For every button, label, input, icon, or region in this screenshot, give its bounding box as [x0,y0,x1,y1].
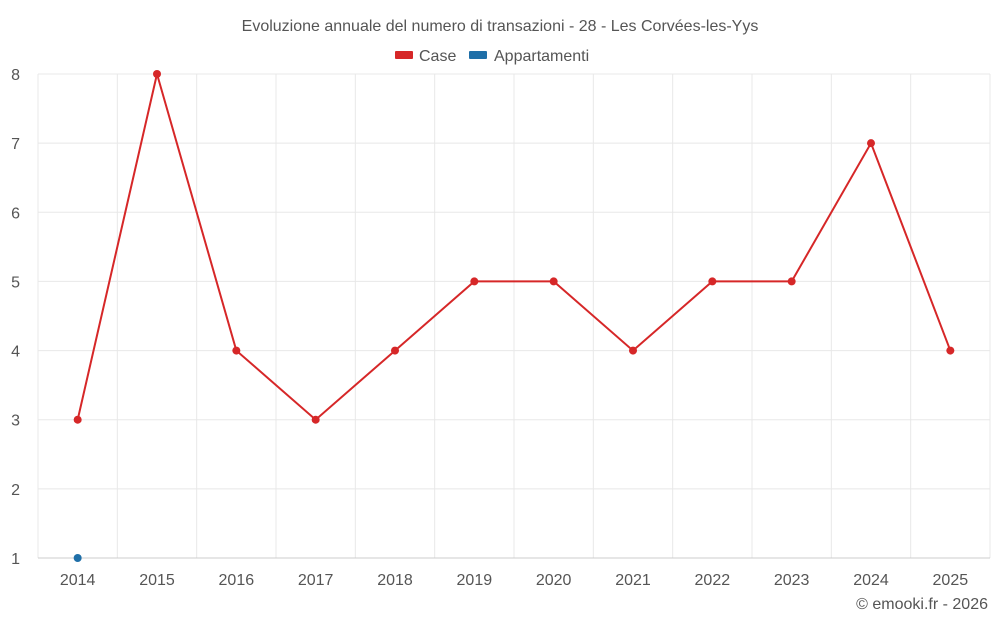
grid [37,73,991,558]
y-tick-label: 1 [11,551,20,568]
y-tick-label: 4 [11,344,20,361]
data-point-case[interactable] [311,415,320,424]
chart-title: Evoluzione annuale del numero di transaz… [242,18,759,35]
y-tick-label: 5 [11,274,20,291]
data-point-case[interactable] [708,277,717,286]
y-tick-label: 7 [11,136,20,153]
x-tick-label: 2022 [695,572,731,589]
y-axis: 1 2 3 4 5 6 7 8 [11,67,20,568]
x-tick-label: 2019 [457,572,493,589]
y-tick-label: 3 [11,413,20,430]
data-point-case[interactable] [629,346,637,355]
data-point-case[interactable] [787,277,796,286]
data-point-appartamenti[interactable] [73,554,82,562]
data-point-case[interactable] [946,346,955,355]
legend-item-case[interactable]: Case [395,48,456,65]
legend-item-appartamenti[interactable]: Appartamenti [469,48,589,65]
legend-label-appartamenti: Appartamenti [494,48,589,65]
data-point-case[interactable] [232,346,241,355]
x-tick-label: 2025 [933,572,969,589]
y-tick-label: 6 [11,205,20,222]
x-tick-label: 2017 [298,572,334,589]
data-point-case[interactable] [391,346,399,355]
x-tick-label: 2014 [60,572,96,589]
x-tick-label: 2021 [615,572,651,589]
y-tick-label: 8 [11,67,20,84]
data-point-case[interactable] [549,277,558,286]
data-point-case[interactable] [73,415,82,424]
y-tick-label: 2 [11,482,20,499]
x-tick-label: 2023 [774,572,810,589]
legend-swatch-case [395,51,413,59]
credit-text: © emooki.fr - 2026 [856,596,988,613]
x-tick-label: 2015 [139,572,175,589]
x-tick-label: 2016 [219,572,255,589]
data-point-case[interactable] [470,277,479,286]
series-line-case [76,73,952,422]
series-layer [73,70,955,562]
data-point-case[interactable] [867,139,875,148]
legend: Case Appartamenti [395,48,589,65]
data-point-case[interactable] [153,70,161,78]
x-axis: 2014 2015 2016 2017 2018 2019 2020 2021 2022 2023… [38,557,990,589]
legend-label-case: Case [419,48,456,65]
legend-swatch-appartamenti [469,51,487,59]
x-tick-label: 2020 [536,572,572,589]
x-tick-label: 2024 [853,572,889,589]
x-tick-label: 2018 [377,572,413,589]
